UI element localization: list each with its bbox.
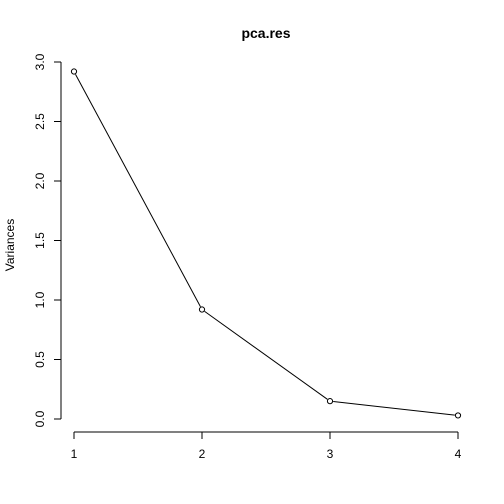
data-point: [326, 398, 334, 405]
y-tick-label: 1.0: [33, 291, 47, 308]
data-point: [198, 306, 206, 313]
x-tick-label: 4: [455, 447, 462, 461]
y-tick-label: 0.5: [33, 351, 47, 368]
series-line-segment: [75, 74, 201, 307]
y-tick-label: 0.0: [33, 410, 47, 427]
series-line-segment: [333, 401, 455, 416]
series-line-segment: [204, 310, 328, 400]
y-tick-label: 1.5: [33, 232, 47, 249]
y-tick-label: 2.5: [33, 113, 47, 130]
y-tick-label: 3.0: [33, 53, 47, 70]
x-axis: 1 2 3 4: [71, 431, 462, 461]
y-axis: 0.0 0.5 1.0 1.5 2.0 2.5 3.0: [33, 53, 62, 427]
x-tick-label: 3: [327, 447, 334, 461]
series-variances: [70, 68, 462, 419]
data-point: [70, 68, 78, 75]
y-tick-label: 2.0: [33, 172, 47, 189]
chart-title: pca.res: [241, 25, 290, 41]
x-tick-label: 2: [199, 447, 206, 461]
y-axis-label: Variances: [3, 219, 17, 271]
data-point: [454, 412, 462, 419]
x-tick-label: 1: [71, 447, 78, 461]
